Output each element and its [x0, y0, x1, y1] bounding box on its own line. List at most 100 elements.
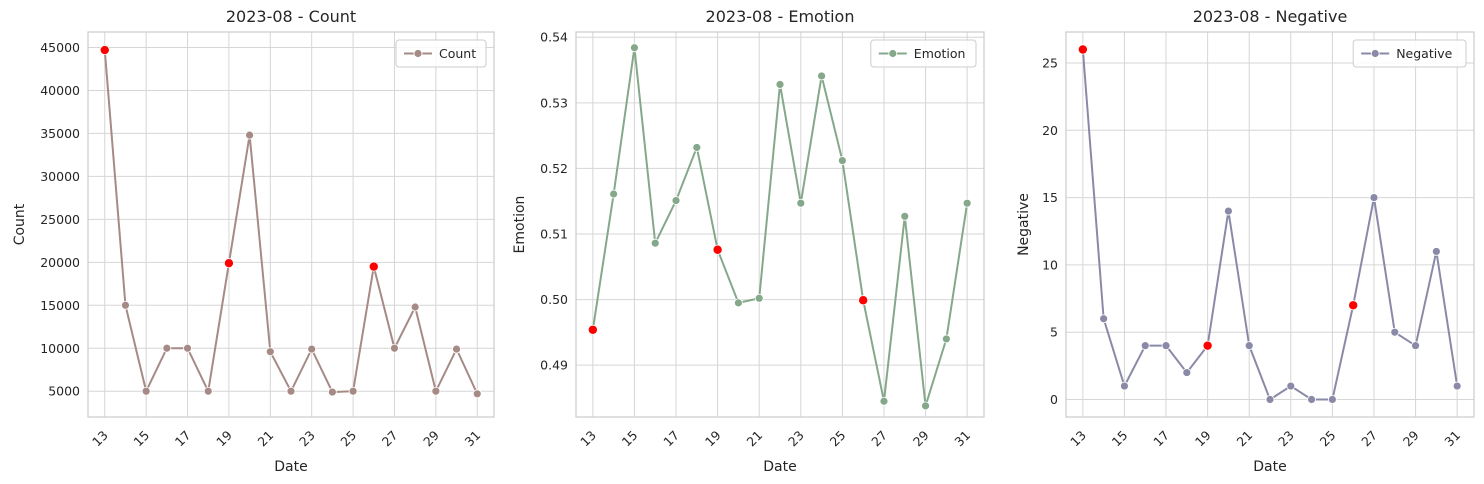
x-tick-label: 21: [1233, 428, 1255, 450]
highlighted-point: [368, 261, 379, 272]
x-tick-label: 27: [379, 428, 401, 450]
highlighted-point: [99, 45, 110, 56]
plot-frame: [1065, 31, 1475, 418]
x-tick-label: 19: [702, 427, 724, 449]
x-tick-label: 13: [577, 428, 599, 450]
x-tick-label: 13: [89, 428, 111, 450]
data-point: [1286, 381, 1296, 391]
data-point: [1265, 395, 1275, 404]
x-tick-label: 27: [868, 428, 890, 450]
data-point: [183, 343, 192, 353]
y-tick-label: 40000: [40, 83, 80, 98]
data-point: [141, 386, 151, 396]
data-point: [671, 196, 681, 205]
data-point: [452, 344, 461, 354]
y-tick-label: 10: [1042, 257, 1058, 272]
y-tick-label: 25: [1042, 55, 1058, 70]
data-point: [1431, 247, 1441, 256]
y-tick-label: 0.49: [540, 358, 568, 373]
chart-count: 5000 10000 15000 20000 25000 30000 35000 40000 4…: [12, 7, 495, 475]
x-tick-label: 29: [420, 427, 442, 449]
chart-title: 2023-08 - Count: [226, 7, 356, 26]
data-point: [265, 347, 275, 357]
data-point: [390, 343, 399, 353]
legend-label: Count: [439, 46, 476, 61]
data-point: [817, 71, 826, 81]
data-point: [203, 386, 213, 396]
data-point: [121, 300, 130, 310]
data-point: [796, 198, 806, 208]
highlighted-point: [1348, 300, 1359, 311]
y-axis-label: Emotion: [512, 196, 528, 254]
legend-box: [395, 39, 487, 68]
x-tick-label: 19: [213, 427, 235, 449]
x-tick-label: 13: [1067, 428, 1089, 450]
chart-title: 2023-08 - Emotion: [706, 7, 855, 26]
legend-label: Negative: [1396, 46, 1452, 61]
data-point: [1224, 206, 1233, 216]
x-axis-label: Date: [1253, 459, 1286, 475]
highlighted-point: [223, 258, 234, 269]
x-tick-label: 21: [743, 428, 765, 450]
x-tick-label: 31: [951, 428, 973, 450]
highlighted-point: [587, 324, 598, 335]
x-tick-label: 17: [1150, 428, 1172, 450]
data-point: [472, 389, 482, 399]
data-point: [348, 386, 358, 396]
x-tick-label: 31: [462, 428, 484, 450]
legend-marker-swatch: [413, 49, 423, 58]
y-tick-label: 0.50: [540, 292, 568, 307]
x-tick-label: 23: [785, 428, 807, 450]
y-tick-label: 25000: [40, 212, 80, 227]
y-tick-label: 0.53: [540, 95, 568, 110]
y-tick-label: 0.54: [540, 30, 568, 45]
data-point: [1182, 368, 1192, 377]
y-tick-label: 35000: [40, 126, 80, 141]
x-tick-label: 15: [130, 428, 152, 450]
data-point: [1307, 395, 1316, 404]
highlighted-point: [1077, 44, 1088, 55]
data-point: [650, 238, 660, 248]
chart-emotion: 0.49 0.50 0.51 0.52 0.53 0.54 13 15 17 19 21 23 25 27…: [512, 7, 985, 475]
x-tick-label: 29: [1400, 427, 1422, 449]
y-tick-label: 15000: [40, 298, 80, 313]
data-point: [162, 343, 172, 353]
series-line: [1081, 49, 1459, 402]
y-tick-label: 5: [1050, 325, 1058, 340]
x-tick-label: 29: [910, 427, 932, 449]
data-point: [1369, 193, 1379, 202]
data-point: [410, 302, 420, 312]
y-tick-label: 0.51: [540, 227, 568, 242]
legend-label: Emotion: [914, 46, 966, 61]
y-tick-label: 10000: [40, 341, 80, 356]
data-point: [879, 396, 889, 406]
y-tick-label: 20000: [40, 255, 80, 270]
x-tick-label: 23: [296, 428, 318, 450]
data-point: [245, 130, 255, 140]
x-tick-label: 25: [827, 428, 849, 450]
data-point: [692, 143, 702, 152]
y-axis-label: Count: [12, 203, 28, 245]
data-point: [1244, 341, 1254, 351]
data-point: [286, 386, 296, 396]
x-tick-label: 31: [1441, 428, 1463, 450]
plot-frame: [575, 31, 985, 418]
x-tick-label: 23: [1275, 428, 1297, 450]
data-point: [941, 334, 951, 344]
data-point: [630, 43, 639, 53]
data-point: [900, 211, 910, 221]
x-axis-label: Date: [274, 459, 307, 475]
legend-marker-swatch: [888, 49, 898, 58]
data-point: [1452, 381, 1462, 391]
data-point: [327, 387, 337, 397]
x-tick-label: 21: [255, 428, 277, 450]
y-tick-label: 15: [1042, 190, 1058, 205]
x-tick-label: 19: [1192, 427, 1214, 449]
data-point: [962, 198, 972, 208]
data-point: [609, 189, 619, 199]
legend-box: [870, 39, 977, 68]
series-line: [103, 49, 479, 395]
series-line: [591, 47, 969, 407]
x-tick-label: 17: [172, 428, 194, 450]
data-point: [775, 80, 785, 89]
